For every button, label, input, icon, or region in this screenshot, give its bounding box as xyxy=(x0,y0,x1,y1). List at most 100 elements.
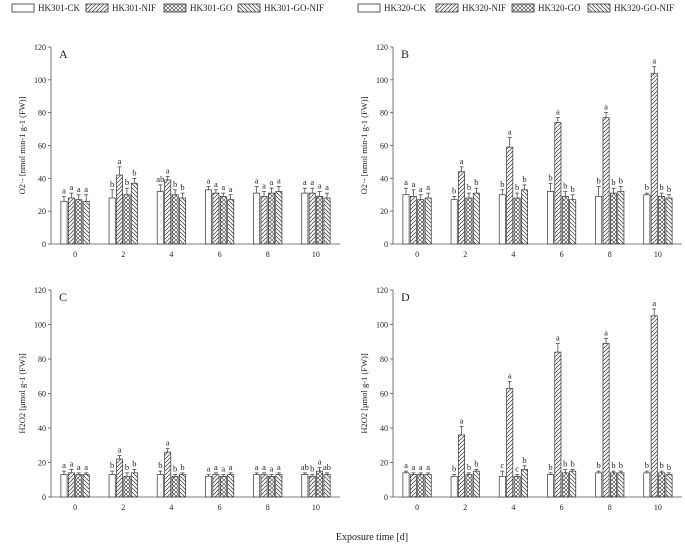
y-tick-label: 80 xyxy=(38,109,46,118)
legend-swatch-go xyxy=(511,3,535,13)
significance-label: b xyxy=(515,182,519,192)
bar-nif xyxy=(308,475,316,498)
bar-go-nif xyxy=(569,470,577,498)
x-tick-label: 6 xyxy=(560,503,564,512)
significance-label: b xyxy=(563,458,567,468)
bar-nif xyxy=(164,179,172,245)
significance-label: a xyxy=(270,464,274,474)
significance-label: a xyxy=(508,126,512,136)
significance-label: b xyxy=(173,464,177,474)
significance-label: a xyxy=(318,457,322,467)
significance-label: b xyxy=(467,182,471,192)
x-tick-label: 8 xyxy=(608,503,612,512)
bar-ck xyxy=(547,474,554,498)
bar-ck xyxy=(450,199,458,245)
significance-label: a xyxy=(318,180,322,190)
bar-go-nif xyxy=(130,472,138,498)
bar-nif xyxy=(554,122,562,245)
bar-nif xyxy=(506,146,514,245)
significance-label: a xyxy=(460,415,464,425)
significance-label: a xyxy=(277,462,281,472)
y-tick-label: 60 xyxy=(38,390,46,399)
y-tick-label: 20 xyxy=(380,459,388,468)
bar-ck xyxy=(450,475,458,498)
bar-nif xyxy=(409,474,417,498)
significance-label: a xyxy=(262,462,266,472)
x-tick-label: 4 xyxy=(169,250,173,259)
significance-label: a xyxy=(426,462,430,472)
bar-go xyxy=(171,194,179,245)
bar-go xyxy=(123,194,131,245)
x-tick-label: 2 xyxy=(463,250,467,259)
bar-go-nif xyxy=(179,197,186,245)
significance-label: a xyxy=(419,184,423,194)
bar-go xyxy=(316,196,324,245)
significance-label: a xyxy=(325,182,329,192)
significance-label: b xyxy=(548,462,552,472)
bar-nif xyxy=(650,72,658,245)
significance-label: b xyxy=(659,182,663,192)
bar-go-nif xyxy=(82,200,90,245)
panel-letter: C xyxy=(59,290,67,304)
significance-label: a xyxy=(460,156,464,166)
significance-label: b xyxy=(158,460,162,470)
y-tick-label: 0 xyxy=(384,240,388,249)
bar-go xyxy=(417,199,425,245)
legend-label: HK320-GO-NIF xyxy=(614,3,674,13)
bar-go-nif xyxy=(617,191,625,245)
significance-label: a xyxy=(118,156,122,166)
significance-label: a xyxy=(62,460,66,470)
y-tick-label: 80 xyxy=(380,109,388,118)
bar-nif xyxy=(602,117,610,245)
panel-letter: B xyxy=(401,47,409,61)
y-tick-label: 120 xyxy=(34,43,46,52)
legend-label: HK320-NIF xyxy=(462,3,506,13)
bar-nif xyxy=(308,192,316,245)
significance-label: b xyxy=(667,462,671,472)
significance-label: b xyxy=(474,458,478,468)
x-tick-label: 0 xyxy=(415,503,419,512)
y-axis-label: O2·- [nmol min-1 g-1 (FW)] xyxy=(17,96,27,194)
bar-go-nif xyxy=(227,199,235,245)
significance-label: b xyxy=(180,182,184,192)
significance-label: c xyxy=(500,460,504,470)
x-tick-label: 2 xyxy=(121,503,125,512)
bar-go xyxy=(465,197,473,245)
bar-ck xyxy=(498,194,506,245)
x-axis-title: Exposure time [d] xyxy=(336,532,408,543)
y-tick-label: 20 xyxy=(38,459,46,468)
x-tick-label: 8 xyxy=(608,250,612,259)
significance-label: b xyxy=(597,460,601,470)
y-tick-label: 20 xyxy=(38,207,46,216)
bar-go-nif xyxy=(665,197,673,245)
significance-label: b xyxy=(132,167,136,177)
bar-ck xyxy=(108,474,116,498)
bar-ck xyxy=(402,194,410,245)
y-axis-label: O2·- [nmol min-1 g-1 (FW)] xyxy=(359,96,369,194)
bar-nif xyxy=(67,472,75,498)
x-tick-label: 4 xyxy=(511,250,515,259)
bar-ck xyxy=(156,191,164,245)
bar-go-nif xyxy=(472,470,480,498)
x-tick-label: 4 xyxy=(169,503,173,512)
bar-go xyxy=(561,472,569,498)
significance-label: a xyxy=(207,464,211,474)
bar-nif xyxy=(458,171,466,245)
significance-label: ab xyxy=(156,174,164,184)
bar-go-nif xyxy=(275,474,283,498)
x-tick-label: 6 xyxy=(218,503,222,512)
significance-label: b xyxy=(522,174,526,184)
bar-go-nif xyxy=(179,474,186,498)
significance-label: a xyxy=(652,56,656,66)
legend-swatch-go-nif xyxy=(237,3,261,13)
bar-go-nif xyxy=(424,474,432,498)
significance-label: b xyxy=(645,182,649,192)
significance-label: b xyxy=(645,460,649,470)
legend-swatch-go xyxy=(163,3,187,13)
significance-label: b xyxy=(310,464,314,474)
significance-label: a xyxy=(262,180,266,190)
legend-label: HK301-CK xyxy=(38,3,80,13)
bar-ck xyxy=(60,200,68,245)
